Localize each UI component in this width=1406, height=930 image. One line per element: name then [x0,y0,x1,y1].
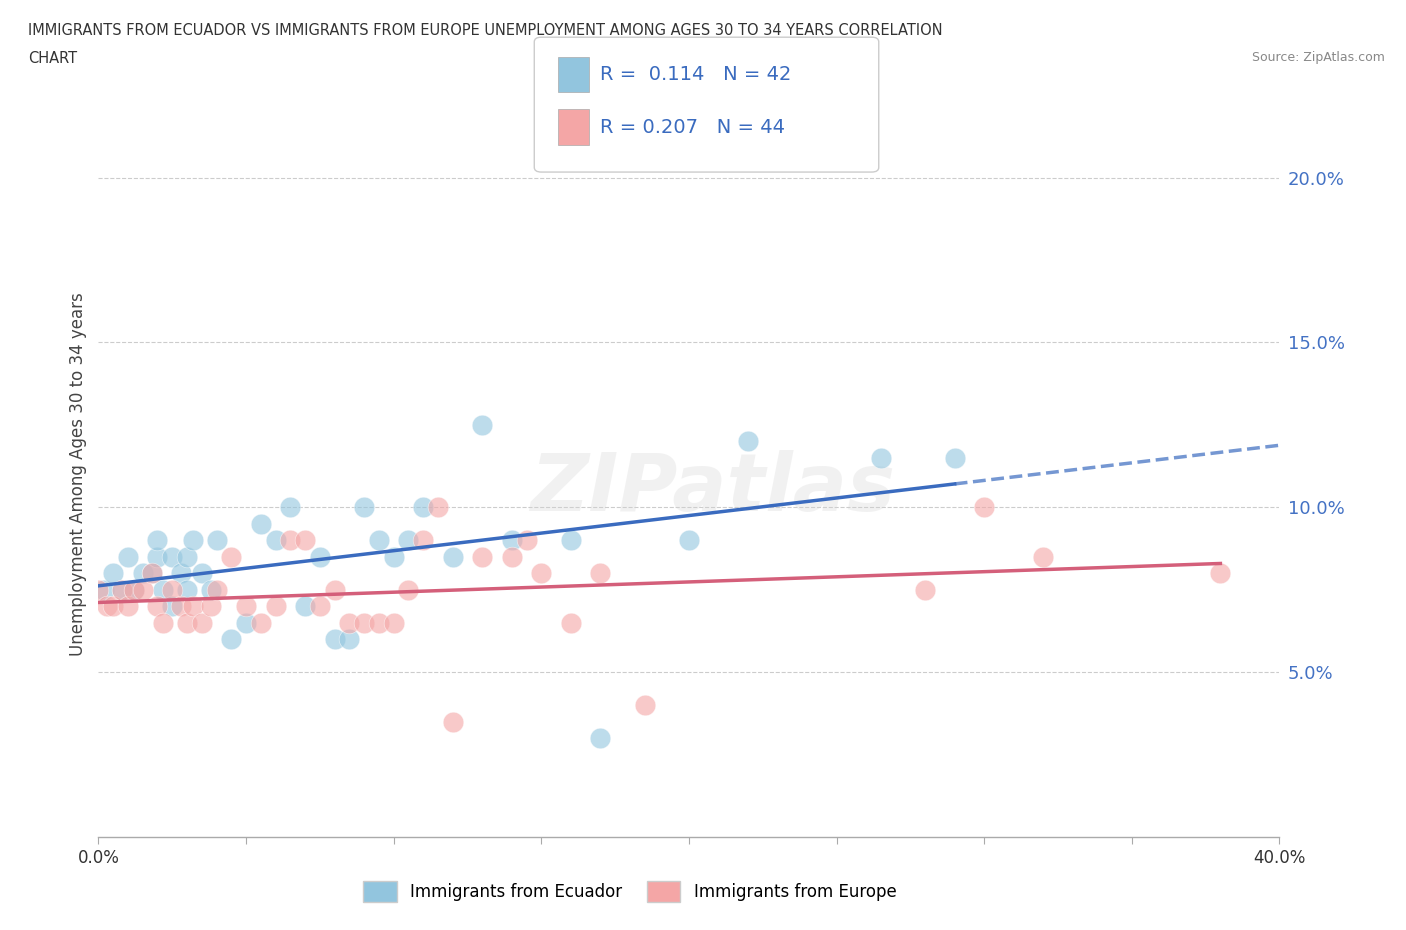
Point [870,450,893,465]
Point [530,565,553,580]
Point [441,550,464,565]
Point [412,499,434,514]
Point [162,582,183,597]
Point [339,616,361,631]
Point [560,616,582,631]
Point [152,616,174,631]
Point [412,533,434,548]
Point [132,565,155,580]
Point [501,533,523,548]
Point [382,616,405,631]
Point [191,616,214,631]
Point [103,565,125,580]
Point [176,582,198,597]
Point [176,616,198,631]
Point [162,599,183,614]
Point [353,616,375,631]
Point [353,499,375,514]
Point [200,599,222,614]
Point [93,582,115,597]
Point [117,550,139,565]
Point [111,582,134,597]
Text: CHART: CHART [28,51,77,66]
Point [1032,550,1054,565]
Point [235,599,257,614]
Point [737,434,759,449]
Point [170,565,193,580]
Point [221,550,243,565]
Point [560,533,582,548]
Point [678,533,700,548]
Point [176,550,198,565]
Point [294,599,316,614]
Point [264,533,287,548]
Point [111,582,134,597]
Point [132,582,155,597]
Point [152,582,174,597]
Point [441,714,464,729]
Point [221,631,243,646]
Point [205,582,228,597]
Point [146,599,169,614]
Text: R =  0.114   N = 42: R = 0.114 N = 42 [600,65,792,84]
Point [264,599,287,614]
Point [309,599,332,614]
Point [141,565,163,580]
Point [501,550,523,565]
Point [973,499,995,514]
Point [471,550,494,565]
Text: Source: ZipAtlas.com: Source: ZipAtlas.com [1251,51,1385,64]
Point [323,582,346,597]
Point [516,533,538,548]
Point [280,499,302,514]
Y-axis label: Unemployment Among Ages 30 to 34 years: Unemployment Among Ages 30 to 34 years [69,292,87,657]
Point [103,599,125,614]
Point [589,731,612,746]
Point [471,418,494,432]
Point [146,533,169,548]
Point [398,533,420,548]
Point [382,550,405,565]
Point [323,631,346,646]
Point [235,616,257,631]
Point [181,599,204,614]
Point [141,565,163,580]
Point [914,582,936,597]
Point [96,599,118,614]
Point [146,550,169,565]
Text: ZIPatlas: ZIPatlas [530,450,896,528]
Point [250,516,273,531]
Point [181,533,204,548]
Point [87,582,110,597]
Point [280,533,302,548]
Point [200,582,222,597]
Point [368,616,391,631]
Point [427,499,450,514]
Point [205,533,228,548]
Point [634,698,657,712]
Point [943,450,966,465]
Point [191,565,214,580]
Text: R = 0.207   N = 44: R = 0.207 N = 44 [600,117,786,137]
Point [309,550,332,565]
Point [162,550,183,565]
Legend: Immigrants from Ecuador, Immigrants from Europe: Immigrants from Ecuador, Immigrants from… [357,875,903,909]
Point [117,599,139,614]
Point [398,582,420,597]
Point [250,616,273,631]
Point [589,565,612,580]
Point [368,533,391,548]
Point [1209,565,1232,580]
Text: IMMIGRANTS FROM ECUADOR VS IMMIGRANTS FROM EUROPE UNEMPLOYMENT AMONG AGES 30 TO : IMMIGRANTS FROM ECUADOR VS IMMIGRANTS FR… [28,23,943,38]
Point [294,533,316,548]
Point [170,599,193,614]
Point [122,582,145,597]
Point [339,631,361,646]
Point [122,582,145,597]
